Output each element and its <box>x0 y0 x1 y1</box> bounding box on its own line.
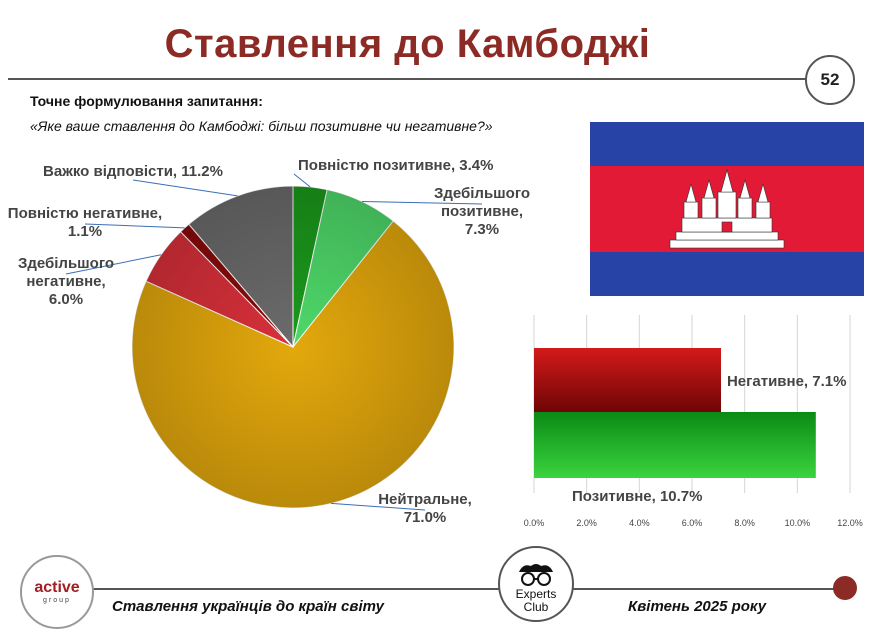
page-title: Ставлення до Камбоджі <box>164 22 651 66</box>
pie-leader-line <box>361 201 483 205</box>
pie-leader-line <box>331 502 426 511</box>
active-group-logo: active group <box>20 555 94 629</box>
pie-slice-label: Важко відповісти, 11.2% <box>43 163 223 180</box>
bar-tick-label: 0.0% <box>524 518 545 528</box>
experts-logo-text: Experts <box>515 587 557 601</box>
bar-tick-label: 6.0% <box>682 518 703 528</box>
bar-value-label: Позитивне, 10.7% <box>572 488 702 505</box>
bar-tick-label: 8.0% <box>734 518 755 528</box>
pie-slice-label: Здебільшого позитивне, 7.3% <box>434 185 530 238</box>
footer-date: Квітень 2025 року <box>628 598 767 615</box>
pie-leader-line <box>293 173 311 188</box>
bar-value-label: Негативне, 7.1% <box>727 373 846 390</box>
pie-slice-label: Повністю позитивне, 3.4% <box>298 157 493 174</box>
pie-leader-line <box>84 223 185 229</box>
experts-club-logo: Experts Club <box>498 546 574 622</box>
footer-survey-title: Ставлення українців до країн світу <box>112 598 384 615</box>
angkor-wat-emblem <box>669 168 785 249</box>
footer-divider <box>75 588 845 590</box>
question-label: Точне формулювання запитання: <box>30 93 263 109</box>
pie-slice-label: Повністю негативне, 1.1% <box>8 205 162 240</box>
bar <box>534 348 721 412</box>
pie-slice-label: Нейтральне, 71.0% <box>378 491 472 526</box>
attitude-pie-chart: Повністю позитивне, 3.4% Здебільшого позит… <box>8 157 530 526</box>
bar-tick-label: 12.0% <box>837 518 863 528</box>
cambodia-flag <box>590 122 864 296</box>
glasses-face-icon <box>519 564 553 586</box>
bar-tick-label: 4.0% <box>629 518 650 528</box>
bar-tick-label: 2.0% <box>576 518 597 528</box>
page-number-badge: 52 <box>805 55 855 105</box>
title-divider <box>8 78 808 80</box>
footer-dot <box>833 576 857 600</box>
positive-negative-bar-chart: Негативне, 7.1% Позитивне, 10.7% 0.0% 2.0%… <box>524 315 863 528</box>
bar <box>534 412 816 478</box>
pie-leader-line <box>65 254 162 275</box>
pie-leader-line <box>132 179 238 197</box>
bar-tick-label: 10.0% <box>785 518 811 528</box>
experts-logo-text-2: Club <box>523 600 549 614</box>
active-logo-text: active <box>34 578 80 596</box>
question-text: «Яке ваше ставлення до Камбоджі: більш п… <box>30 118 493 134</box>
active-logo-subtext: group <box>43 596 71 604</box>
pie-slice-label: Здебільшого негативне, 6.0% <box>18 255 114 308</box>
